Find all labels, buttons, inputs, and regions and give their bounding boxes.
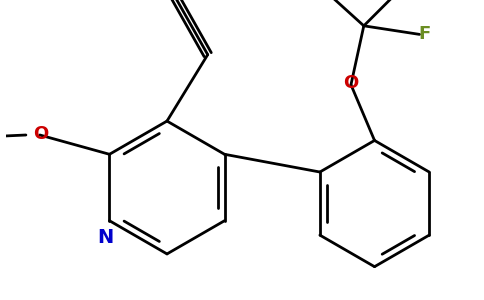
Text: O: O [33,125,48,143]
Text: F: F [419,26,431,44]
Text: N: N [97,228,113,247]
Text: O: O [343,74,359,92]
